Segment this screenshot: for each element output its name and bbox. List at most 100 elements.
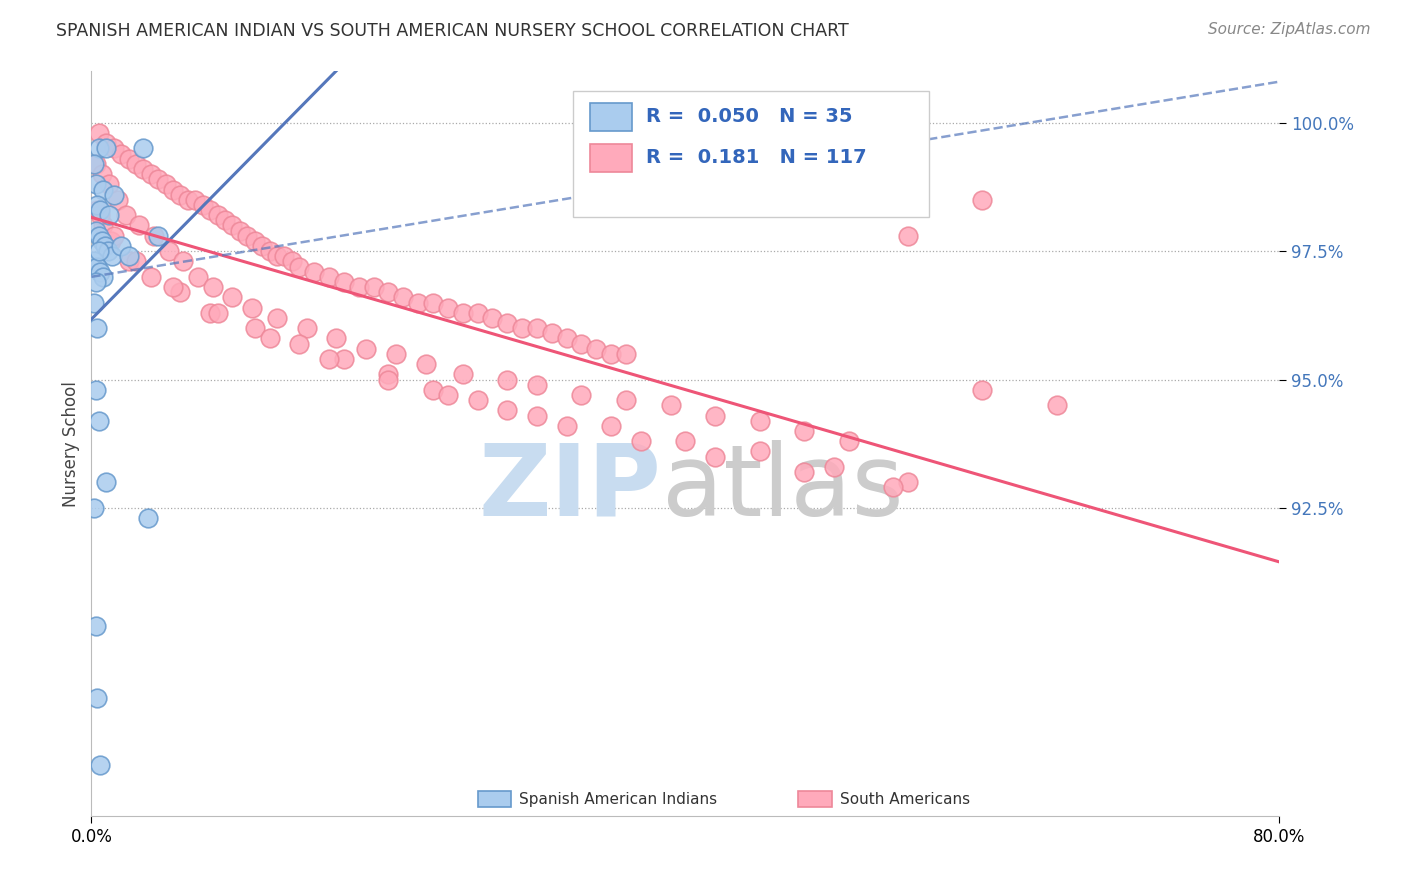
Point — [377, 368, 399, 382]
Point — [97, 244, 120, 259]
Point — [155, 178, 177, 192]
Point — [117, 249, 139, 263]
Point — [101, 249, 124, 263]
Point — [288, 336, 311, 351]
Point — [266, 249, 288, 263]
Point — [148, 172, 170, 186]
Point — [318, 351, 340, 366]
Point — [436, 301, 458, 315]
Point — [526, 377, 548, 392]
Point — [117, 152, 139, 166]
Point — [191, 198, 214, 212]
Point — [157, 244, 180, 259]
Point — [114, 208, 136, 222]
Point — [162, 280, 184, 294]
Point — [526, 409, 548, 423]
Point — [202, 280, 225, 294]
Point — [333, 351, 356, 366]
Point — [83, 500, 105, 515]
Point — [259, 331, 281, 345]
Point — [600, 347, 623, 361]
Point — [281, 254, 304, 268]
Point — [89, 757, 111, 772]
Point — [177, 193, 200, 207]
Point — [972, 193, 994, 207]
Point — [207, 306, 229, 320]
Point — [107, 193, 129, 207]
Point — [243, 321, 266, 335]
Point — [659, 398, 682, 412]
Point — [704, 450, 727, 464]
Point — [125, 157, 148, 171]
Point — [84, 383, 107, 397]
Point — [132, 141, 155, 155]
Point — [571, 336, 593, 351]
Point — [823, 459, 845, 474]
Point — [333, 275, 356, 289]
Point — [630, 434, 652, 449]
Point — [704, 409, 727, 423]
Point — [96, 141, 118, 155]
Text: R =  0.050   N = 35: R = 0.050 N = 35 — [647, 107, 852, 127]
Point — [98, 208, 121, 222]
Point — [243, 234, 266, 248]
Text: R =  0.181   N = 117: R = 0.181 N = 117 — [647, 148, 868, 168]
Point — [406, 295, 429, 310]
Text: Spanish American Indians: Spanish American Indians — [519, 791, 717, 806]
Point — [451, 368, 474, 382]
Point — [585, 342, 607, 356]
Point — [214, 213, 236, 227]
Point — [451, 306, 474, 320]
Point — [90, 167, 112, 181]
Point — [142, 228, 165, 243]
Point — [266, 310, 288, 325]
Point — [325, 331, 347, 345]
Point — [354, 342, 377, 356]
Point — [236, 228, 259, 243]
Point — [415, 357, 437, 371]
Point — [87, 414, 110, 428]
Point — [98, 178, 121, 192]
Point — [882, 480, 904, 494]
Point — [555, 331, 578, 345]
Point — [110, 146, 132, 161]
Point — [103, 187, 125, 202]
Point — [128, 219, 150, 233]
Point — [793, 465, 815, 479]
Bar — [478, 791, 510, 807]
Point — [86, 198, 108, 212]
Point — [89, 265, 111, 279]
Point — [496, 316, 519, 330]
Point — [422, 383, 444, 397]
Point — [467, 306, 489, 320]
Point — [347, 280, 370, 294]
Point — [96, 475, 118, 490]
Point — [87, 126, 110, 140]
Point — [288, 260, 311, 274]
Point — [748, 444, 770, 458]
Point — [90, 234, 112, 248]
Point — [89, 208, 111, 222]
Point — [86, 202, 108, 217]
Point — [673, 434, 696, 449]
Point — [83, 157, 105, 171]
Point — [148, 228, 170, 243]
Point — [318, 269, 340, 284]
Point — [200, 306, 222, 320]
Point — [84, 157, 107, 171]
Point — [467, 393, 489, 408]
Text: Source: ZipAtlas.com: Source: ZipAtlas.com — [1208, 22, 1371, 37]
Point — [110, 239, 132, 253]
Point — [162, 182, 184, 196]
Point — [377, 285, 399, 300]
Point — [86, 260, 108, 274]
Point — [897, 228, 920, 243]
Point — [897, 475, 920, 490]
Y-axis label: Nursery School: Nursery School — [62, 381, 80, 507]
Point — [614, 347, 637, 361]
Point — [200, 202, 222, 217]
Point — [221, 290, 243, 304]
Point — [132, 161, 155, 176]
Point — [184, 193, 207, 207]
Point — [259, 244, 281, 259]
